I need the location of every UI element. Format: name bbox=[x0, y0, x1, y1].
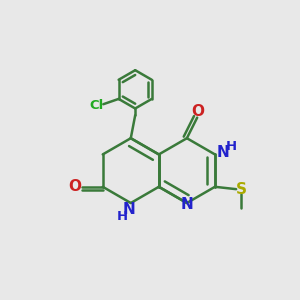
Text: N: N bbox=[181, 197, 193, 212]
Text: N: N bbox=[217, 145, 230, 160]
Text: O: O bbox=[191, 104, 204, 119]
Text: S: S bbox=[236, 182, 247, 197]
Text: H: H bbox=[117, 210, 128, 223]
Text: Cl: Cl bbox=[90, 99, 104, 112]
Text: O: O bbox=[69, 179, 82, 194]
Text: N: N bbox=[123, 202, 136, 217]
Text: H: H bbox=[226, 140, 237, 153]
